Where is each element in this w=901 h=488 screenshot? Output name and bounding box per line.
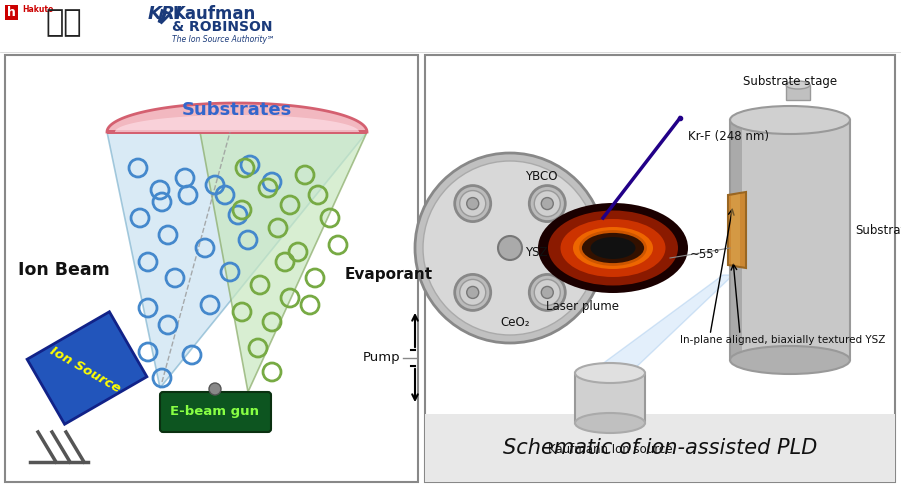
Circle shape	[534, 280, 560, 305]
Polygon shape	[107, 103, 367, 132]
Circle shape	[460, 280, 486, 305]
Text: Pump: Pump	[362, 351, 400, 365]
Circle shape	[460, 191, 486, 217]
Bar	[0, 0, 901, 52]
Text: Ion Beam: Ion Beam	[18, 261, 110, 279]
FancyBboxPatch shape	[160, 392, 271, 432]
Text: Kaufman: Kaufman	[172, 5, 255, 23]
Bar	[730, 120, 850, 360]
Polygon shape	[107, 132, 367, 388]
Circle shape	[529, 185, 565, 222]
Text: Hakuto: Hakuto	[22, 5, 53, 15]
Ellipse shape	[575, 363, 645, 383]
Text: In-plane aligned, biaxially textured YSZ: In-plane aligned, biaxially textured YSZ	[680, 335, 886, 345]
Circle shape	[467, 198, 478, 209]
Ellipse shape	[548, 210, 678, 285]
Text: Ion Source: Ion Source	[48, 345, 123, 395]
Text: Kaufmann Ion source: Kaufmann Ion source	[548, 443, 672, 456]
Ellipse shape	[423, 161, 597, 335]
Polygon shape	[728, 192, 746, 268]
Text: h: h	[6, 5, 15, 19]
Ellipse shape	[560, 219, 666, 277]
Text: KRI: KRI	[148, 5, 183, 23]
Text: & ROBINSON: & ROBINSON	[172, 20, 272, 34]
Text: Laser plume: Laser plume	[547, 300, 620, 313]
Ellipse shape	[415, 153, 605, 343]
Text: YBCO: YBCO	[525, 169, 558, 183]
Ellipse shape	[590, 237, 635, 259]
Text: 伯東: 伯東	[45, 8, 81, 37]
Circle shape	[542, 286, 553, 299]
Bar	[425, 414, 895, 482]
Polygon shape	[575, 373, 645, 423]
Text: Substrate: Substrate	[855, 224, 901, 237]
Text: Kr-F (248 nm): Kr-F (248 nm)	[688, 130, 769, 143]
Polygon shape	[731, 194, 740, 266]
Circle shape	[529, 274, 565, 310]
Bar	[5, 55, 418, 482]
Polygon shape	[5, 5, 18, 20]
Ellipse shape	[573, 227, 653, 269]
Circle shape	[542, 198, 553, 209]
Ellipse shape	[575, 413, 645, 433]
Ellipse shape	[730, 346, 850, 374]
Bar	[430, 242, 480, 254]
Polygon shape	[115, 115, 359, 132]
Bar	[425, 55, 895, 482]
Polygon shape	[590, 275, 733, 373]
Polygon shape	[27, 312, 147, 424]
Circle shape	[455, 185, 491, 222]
Text: The Ion Source Authority℠: The Ion Source Authority℠	[172, 35, 275, 44]
Text: YSZ: YSZ	[525, 246, 548, 260]
Text: Substrate stage: Substrate stage	[743, 75, 837, 88]
Polygon shape	[730, 120, 742, 360]
Ellipse shape	[786, 81, 810, 89]
Text: CeO₂: CeO₂	[500, 316, 530, 329]
Text: ~55°: ~55°	[690, 248, 721, 262]
Circle shape	[498, 236, 522, 260]
Text: Substrates: Substrates	[182, 101, 292, 119]
Polygon shape	[200, 132, 367, 392]
Text: Schematic of ion-assisted PLD: Schematic of ion-assisted PLD	[503, 438, 817, 458]
Ellipse shape	[538, 203, 688, 293]
Text: Evaporant: Evaporant	[345, 267, 433, 283]
Text: E-beam gun: E-beam gun	[170, 406, 259, 419]
Ellipse shape	[580, 231, 645, 264]
Circle shape	[455, 274, 491, 310]
Bar	[786, 85, 810, 100]
Circle shape	[209, 383, 221, 395]
Circle shape	[534, 191, 560, 217]
Circle shape	[467, 286, 478, 299]
Ellipse shape	[730, 106, 850, 134]
